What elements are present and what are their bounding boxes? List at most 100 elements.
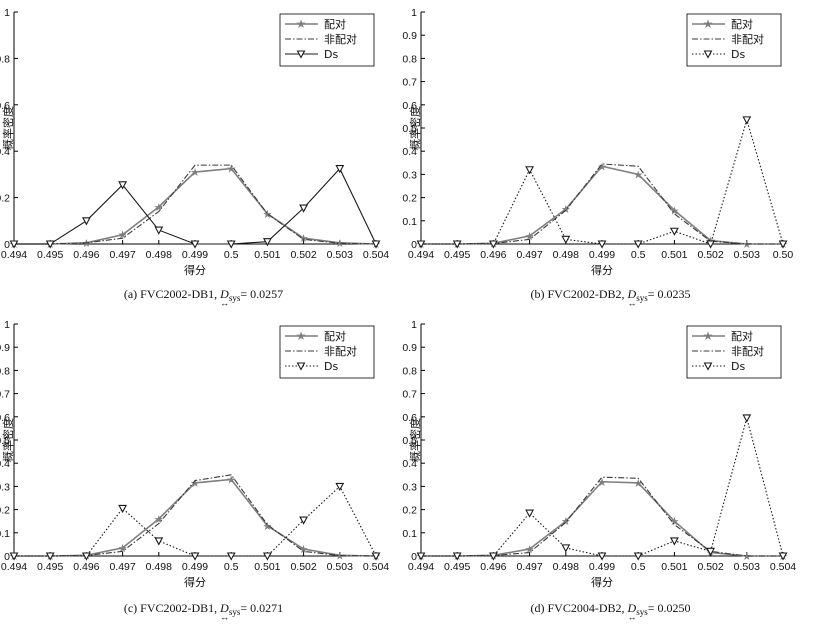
y-tick-label: 0.5 bbox=[402, 123, 417, 135]
caption-prefix: (d) FVC2004-DB2, bbox=[530, 601, 628, 615]
x-tick-label: 0.498 bbox=[553, 249, 579, 261]
series-point-match: ★ bbox=[742, 550, 752, 563]
series-point-match: ★ bbox=[633, 168, 643, 181]
legend-box bbox=[686, 325, 782, 379]
y-tick-label: 0.2 bbox=[0, 505, 10, 517]
y-tick-label: 0.2 bbox=[402, 193, 417, 205]
series-line-ds bbox=[421, 415, 784, 557]
series-point-ds bbox=[299, 204, 309, 213]
y-tick-label: 0.6 bbox=[402, 412, 417, 424]
legend-box bbox=[686, 13, 782, 67]
x-tick-label: 0.499 bbox=[182, 249, 208, 261]
legend-label: 非配对 bbox=[731, 344, 764, 358]
series-point-ds bbox=[226, 240, 236, 249]
chart-panel-a: 0 0.2 0.4 0.6 0.8 1 0.494 0.495 0.496 0.497 0.498 0… bbox=[0, 0, 407, 312]
caption-d: D bbox=[627, 601, 637, 615]
x-tick-label: 0.495 bbox=[37, 249, 63, 261]
y-tick-label: 0.4 bbox=[0, 458, 10, 470]
caption-suffix: = 0.0271 bbox=[240, 601, 284, 615]
legend-label: 配对 bbox=[731, 17, 753, 31]
y-tick-label: 0.7 bbox=[402, 389, 417, 401]
series-point-ds bbox=[45, 240, 55, 249]
x-tick-label: 0.501 bbox=[254, 249, 280, 261]
series-point-ds bbox=[561, 235, 571, 245]
x-tick-label: 0.501 bbox=[661, 249, 687, 261]
series-point-match: ★ bbox=[118, 229, 128, 242]
x-tick-label: 0.504 bbox=[363, 249, 389, 261]
series-point-ds bbox=[81, 552, 91, 561]
caption-suffix: = 0.0250 bbox=[647, 601, 691, 615]
caption-sub: sys bbox=[228, 293, 241, 303]
series-line-nonmatch bbox=[421, 476, 783, 557]
x-tick-label: 0.497 bbox=[516, 249, 542, 261]
y-tick-label: 0.7 bbox=[0, 389, 10, 401]
legend-star-icon: ★ bbox=[296, 17, 307, 31]
series-point-ds bbox=[706, 240, 716, 249]
y-tick-label: 0.1 bbox=[402, 528, 417, 540]
x-tick-label: 0.499 bbox=[182, 561, 208, 573]
series-point-match: ★ bbox=[190, 477, 200, 490]
series-point-ds bbox=[452, 240, 462, 249]
caption-d: D bbox=[220, 287, 229, 301]
series-point-ds bbox=[778, 240, 788, 249]
y-tick-label: 0.9 bbox=[402, 342, 417, 354]
y-tick-label: 0.5 bbox=[0, 435, 10, 447]
series-point-ds bbox=[525, 166, 535, 175]
y-tick-label: 0 bbox=[4, 239, 10, 251]
x-tick-label: 0.496 bbox=[480, 561, 506, 573]
series-point-ds bbox=[778, 552, 788, 561]
series-point-ds bbox=[9, 240, 19, 249]
chart-svg-b: 0 0.1 0.2 0.3 0.4 0.5 0.6 0.7 0.8 0.9 1 0.494 0.495 0… bbox=[402, 7, 794, 277]
x-tick-label: 0.495 bbox=[444, 249, 470, 261]
caption-sub: sys bbox=[228, 607, 241, 617]
legend-label: 配对 bbox=[731, 329, 753, 343]
caption-suffix: = 0.0257 bbox=[240, 287, 284, 301]
y-tick-label: 0.3 bbox=[402, 169, 417, 181]
y-tick-label: 1 bbox=[411, 7, 417, 19]
series-point-ds bbox=[45, 552, 55, 561]
y-axis-label: 概率密度 bbox=[1, 106, 15, 150]
x-tick-label: 0.503 bbox=[327, 249, 353, 261]
series-point-match: ★ bbox=[226, 473, 236, 486]
series-line-ds bbox=[14, 485, 377, 557]
series-line-ds bbox=[421, 117, 784, 245]
caption-arrow-icon: ↔ bbox=[220, 612, 230, 622]
series-point-ds bbox=[154, 226, 164, 235]
x-axis-label: 得分 bbox=[184, 576, 206, 589]
x-tick-label: 0.497 bbox=[516, 561, 542, 573]
series-point-ds bbox=[371, 240, 381, 249]
chart-svg-c: 0 0.1 0.2 0.3 0.4 0.5 0.6 0.7 0.8 0.9 1 0.494 0.495 0… bbox=[0, 319, 389, 589]
series-line-ds bbox=[14, 167, 377, 245]
caption-sub: sys bbox=[636, 293, 648, 303]
x-axis-label: 得分 bbox=[591, 576, 613, 589]
series-point-ds bbox=[226, 552, 236, 561]
series-point-ds bbox=[154, 537, 164, 546]
x-tick-label: 0.5 bbox=[224, 249, 239, 261]
x-tick-label: 0.494 bbox=[1, 249, 27, 261]
series-point-ds bbox=[597, 240, 607, 249]
y-tick-label: 1 bbox=[4, 319, 10, 331]
series-point-match: ★ bbox=[669, 204, 679, 217]
y-tick-label: 0.1 bbox=[402, 216, 417, 228]
series-point-ds bbox=[190, 240, 200, 249]
y-axis-label: 概率密度 bbox=[408, 418, 422, 462]
y-tick-label: 0 bbox=[411, 551, 417, 563]
x-tick-label: 0.494 bbox=[408, 561, 434, 573]
x-tick-label: 0.50 bbox=[773, 249, 794, 261]
y-tick-label: 0.3 bbox=[0, 481, 10, 493]
chart-svg-a: 0 0.2 0.4 0.6 0.8 1 0.494 0.495 0.496 0.497 0.498 0… bbox=[0, 7, 389, 277]
series-point-ds bbox=[669, 227, 679, 236]
x-tick-label: 0.502 bbox=[290, 561, 316, 573]
series-point-ds bbox=[669, 537, 679, 546]
legend-label: Ds bbox=[324, 48, 338, 61]
y-tick-label: 0.8 bbox=[0, 365, 10, 377]
y-tick-label: 1 bbox=[411, 319, 417, 331]
y-tick-label: 0.6 bbox=[402, 100, 417, 112]
x-tick-label: 0.496 bbox=[480, 249, 506, 261]
chart-caption-a: (a) FVC2002-DB1, Dsys ↔ = 0.0257 bbox=[0, 287, 407, 308]
x-tick-label: 0.503 bbox=[734, 561, 760, 573]
caption-suffix: = 0.0235 bbox=[647, 287, 691, 301]
series-point-match: ★ bbox=[335, 549, 345, 562]
caption-d: D bbox=[627, 287, 637, 301]
y-tick-label: 0.5 bbox=[402, 435, 417, 447]
